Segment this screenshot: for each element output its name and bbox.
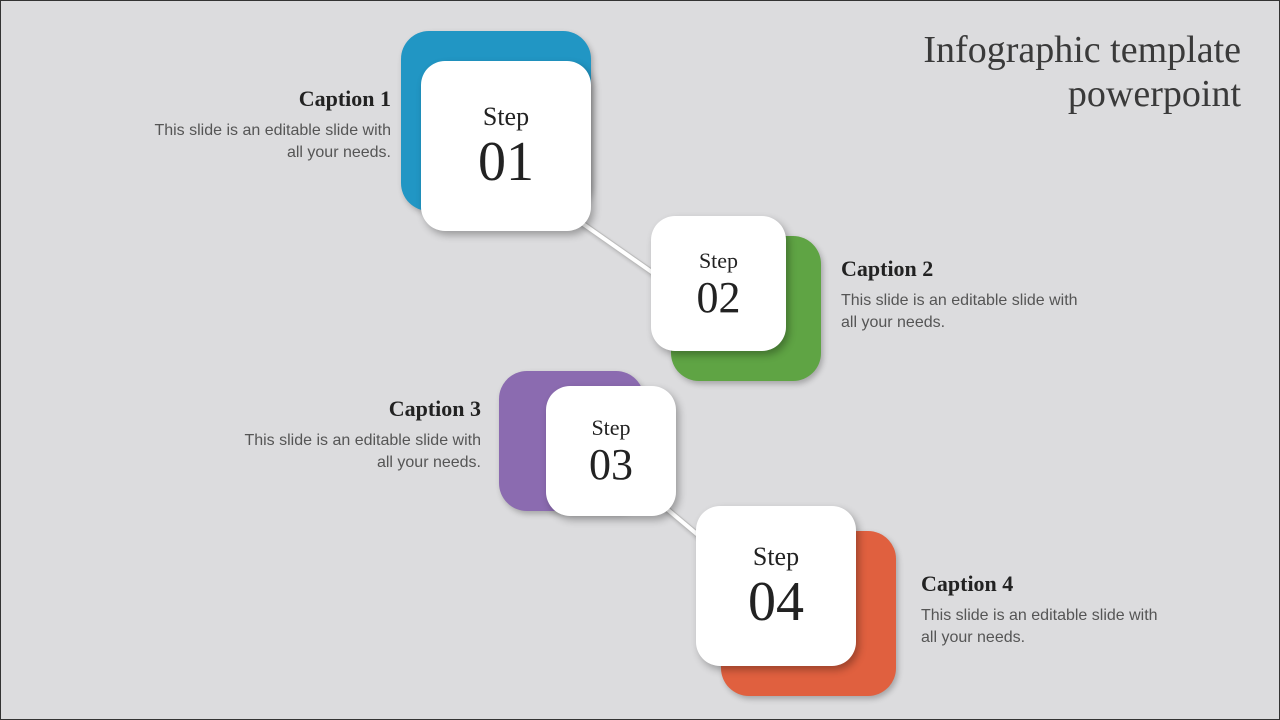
caption-1-text: This slide is an editable slide with all… bbox=[141, 120, 391, 165]
title-line-1: Infographic template bbox=[923, 29, 1241, 71]
step-2-card: Step 02 bbox=[651, 216, 786, 351]
step-3-card: Step 03 bbox=[546, 386, 676, 516]
caption-2-text: This slide is an editable slide with all… bbox=[841, 290, 1091, 335]
caption-4-title: Caption 4 bbox=[921, 571, 1171, 597]
step-1-number: 01 bbox=[478, 134, 534, 190]
step-1-card: Step 01 bbox=[421, 61, 591, 231]
step-4-label: Step bbox=[753, 542, 799, 572]
caption-3-title: Caption 3 bbox=[231, 396, 481, 422]
caption-4-text: This slide is an editable slide with all… bbox=[921, 605, 1171, 650]
title-line-2: powerpoint bbox=[1068, 73, 1241, 115]
caption-1: Caption 1 This slide is an editable slid… bbox=[141, 86, 391, 165]
step-1-label: Step bbox=[483, 102, 529, 132]
caption-3: Caption 3 This slide is an editable slid… bbox=[231, 396, 481, 475]
caption-3-text: This slide is an editable slide with all… bbox=[231, 430, 481, 475]
step-3-number: 03 bbox=[589, 443, 633, 487]
caption-2-title: Caption 2 bbox=[841, 256, 1091, 282]
caption-1-title: Caption 1 bbox=[141, 86, 391, 112]
step-2-number: 02 bbox=[697, 276, 741, 320]
caption-4: Caption 4 This slide is an editable slid… bbox=[921, 571, 1171, 650]
step-4-card: Step 04 bbox=[696, 506, 856, 666]
slide-title: Infographic template powerpoint bbox=[923, 29, 1241, 116]
step-2-label: Step bbox=[699, 248, 738, 274]
step-4-number: 04 bbox=[748, 574, 804, 630]
caption-2: Caption 2 This slide is an editable slid… bbox=[841, 256, 1091, 335]
step-3-label: Step bbox=[591, 415, 630, 441]
